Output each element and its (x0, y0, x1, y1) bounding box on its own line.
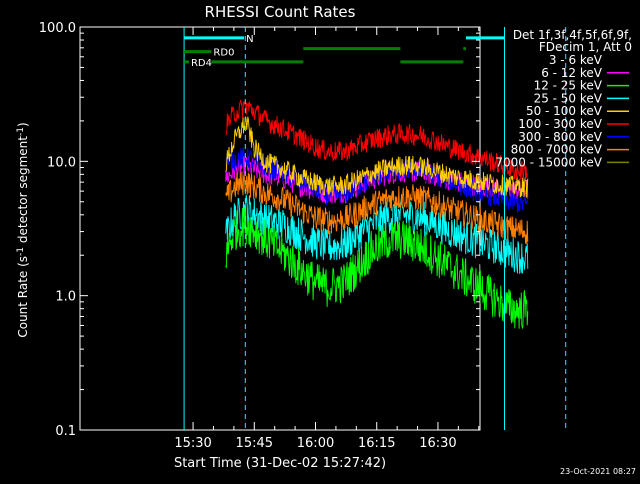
x-tick-label: 16:30 (419, 436, 456, 451)
legend-label: 800 - 7000 keV (511, 143, 603, 157)
x-tick-label: 16:15 (358, 436, 395, 451)
vline-layer (183, 27, 567, 430)
y-axis: 0.1 1.0 10.0 100.0 (39, 21, 480, 439)
series-layer (225, 99, 529, 330)
y-axis-label-part: ) (16, 122, 30, 127)
y-tick-label: 1.0 (55, 290, 76, 305)
y-tick-label: 10.0 (47, 155, 76, 170)
legend-label: 12 - 25 keV (534, 79, 603, 93)
legend-label: 6 - 12 keV (541, 66, 603, 80)
y-tick-label: 0.1 (55, 424, 76, 439)
status-bar-label: RD4 (191, 58, 212, 69)
series-line (225, 171, 529, 244)
chart-title: RHESSI Count Rates (205, 3, 356, 21)
x-tick-label: 15:45 (236, 436, 273, 451)
plot-frame (79, 26, 481, 431)
y-axis-label-part: Count Rate (s (16, 256, 30, 338)
x-axis-label: Start Time (31-Dec-02 15:27:42) (174, 456, 386, 471)
legend-label: 7000 - 15000 keV (495, 155, 602, 169)
series-line (225, 99, 529, 181)
render-timestamp: 23-Oct-2021 08:27 (560, 467, 636, 476)
y-tick-label: 100.0 (39, 21, 76, 36)
y-axis-label-part: detector segment (16, 136, 30, 247)
x-tick-label: 15:30 (174, 436, 211, 451)
legend-header: Det 1f,3f,4f,5f,6f,9f, (513, 28, 632, 42)
legend-label: 3 - 6 keV (549, 53, 603, 67)
legend: Det 1f,3f,4f,5f,6f,9f, FDecim 1, Att 0 3… (495, 28, 632, 169)
x-tick-label: 16:00 (297, 436, 334, 451)
y-axis-label: Count Rate (s-1 detector segment-1) (16, 122, 30, 337)
status-bar-label: RD0 (213, 48, 234, 59)
status-bar-label: N (246, 34, 253, 45)
x-axis: 15:30 15:45 16:00 16:15 16:30 (174, 27, 480, 451)
legend-header: FDecim 1, Att 0 (539, 40, 632, 54)
legend-label: 300 - 800 keV (518, 130, 602, 144)
legend-label: 25 - 50 keV (534, 91, 603, 105)
series-line (225, 147, 529, 213)
legend-label: 50 - 100 keV (526, 104, 603, 118)
y-axis-label-sup: -1 (16, 127, 26, 136)
legend-label: 100 - 300 keV (518, 117, 602, 131)
y-axis-label-sup: -1 (16, 247, 26, 256)
series-line (225, 207, 529, 330)
